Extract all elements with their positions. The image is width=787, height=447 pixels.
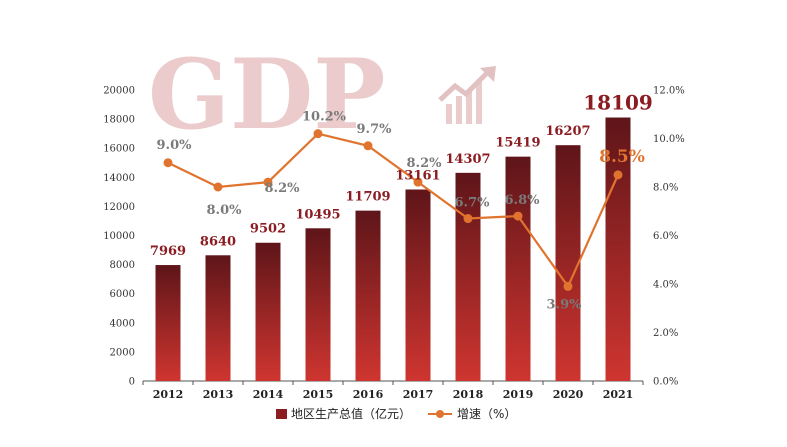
growth-rate-label: 10.2%	[302, 110, 347, 125]
growth-rate-point	[613, 170, 623, 180]
growth-rate-label: 9.7%	[357, 122, 393, 137]
gdp-value-label: 9502	[250, 222, 286, 237]
y-left-tick-label: 16000	[103, 144, 135, 155]
gdp-value-label: 14307	[445, 152, 490, 167]
growth-rate-line	[167, 132, 620, 289]
y-right-tick-label: 2.0%	[653, 328, 678, 339]
y-left-tick-label: 0	[129, 377, 135, 388]
y-left-tick-label: 6000	[110, 289, 135, 300]
gdp-bar	[255, 242, 281, 381]
y-left-tick-label: 20000	[103, 86, 135, 97]
y-left-tick-label: 18000	[103, 115, 135, 126]
y-left-tick-label: 2000	[110, 347, 135, 358]
growth-rate-point	[363, 141, 373, 151]
growth-rate-point	[313, 129, 323, 139]
gdp-bar	[505, 156, 531, 381]
growth-rate-label: 9.0%	[157, 138, 193, 153]
growth-rate-point	[163, 158, 173, 168]
growth-rate-point	[263, 177, 273, 187]
y-right-tick-label: 6.0%	[653, 231, 678, 242]
legend-line-label: 增速（%）	[457, 407, 516, 421]
y-right-tick-label: 0.0%	[653, 377, 678, 388]
gdp-bar	[555, 145, 581, 381]
y-right-tick-label: 8.0%	[653, 183, 678, 194]
gdp-value-label: 7969	[150, 244, 186, 259]
gdp-value-label: 10495	[295, 207, 340, 222]
x-tick-label: 2020	[553, 388, 584, 401]
x-tick-label: 2014	[253, 388, 284, 401]
gdp-watermark: GDP	[148, 38, 385, 151]
x-tick-label: 2019	[503, 388, 534, 401]
growth-rate-label: 6.8%	[505, 193, 541, 208]
legend-bar-label: 地区生产总值（亿元）	[291, 406, 411, 421]
x-tick-label: 2021	[603, 388, 634, 401]
y-left-tick-label: 4000	[110, 318, 135, 329]
growth-rate-label: 8.0%	[207, 203, 243, 218]
y-left-tick-label: 10000	[103, 231, 135, 242]
gdp-bar	[155, 265, 181, 381]
growth-rate-label: 8.2%	[407, 156, 443, 171]
gdp-value-label: 18109	[583, 91, 653, 115]
y-left-tick-label: 12000	[103, 202, 135, 213]
y-right-tick-label: 10.0%	[653, 134, 685, 145]
gdp-bar	[355, 210, 381, 381]
gdp-value-label: 8640	[200, 234, 236, 249]
growth-rate-label: 8.5%	[599, 147, 645, 167]
y-left-tick-label: 14000	[103, 173, 135, 184]
growth-rate-point	[563, 281, 573, 291]
x-tick-label: 2012	[153, 388, 184, 401]
growth-rate-point	[513, 211, 523, 221]
x-tick-label: 2016	[353, 388, 384, 401]
gdp-bar	[205, 255, 231, 381]
gdp-bar	[305, 228, 331, 381]
y-right-tick-label: 4.0%	[653, 280, 678, 291]
x-tick-label: 2018	[453, 388, 484, 401]
growth-rate-label: 8.2%	[265, 181, 301, 196]
gdp-value-label: 16207	[545, 124, 590, 139]
x-tick-label: 2013	[203, 388, 234, 401]
legend-line-marker	[436, 410, 444, 418]
y-left-tick-label: 8000	[110, 260, 135, 271]
growth-rate-label: 6.7%	[455, 196, 491, 211]
growth-rate-point	[463, 214, 473, 224]
gdp-value-label: 11709	[345, 190, 390, 205]
growth-rate-label: 3.9%	[547, 297, 583, 312]
gdp-value-label: 15419	[495, 136, 540, 151]
legend-bar-swatch	[276, 409, 287, 419]
growth-arrow-icon	[438, 66, 496, 124]
growth-rate-point	[413, 177, 423, 187]
gdp-bar	[455, 172, 481, 381]
growth-rate-point	[213, 182, 223, 192]
gdp-bar	[405, 189, 431, 381]
x-tick-label: 2015	[303, 388, 334, 401]
x-tick-label: 2017	[403, 388, 434, 401]
gdp-value-label: 13161	[395, 169, 440, 184]
y-right-tick-label: 12.0%	[653, 86, 685, 97]
gdp-bar	[605, 117, 631, 382]
